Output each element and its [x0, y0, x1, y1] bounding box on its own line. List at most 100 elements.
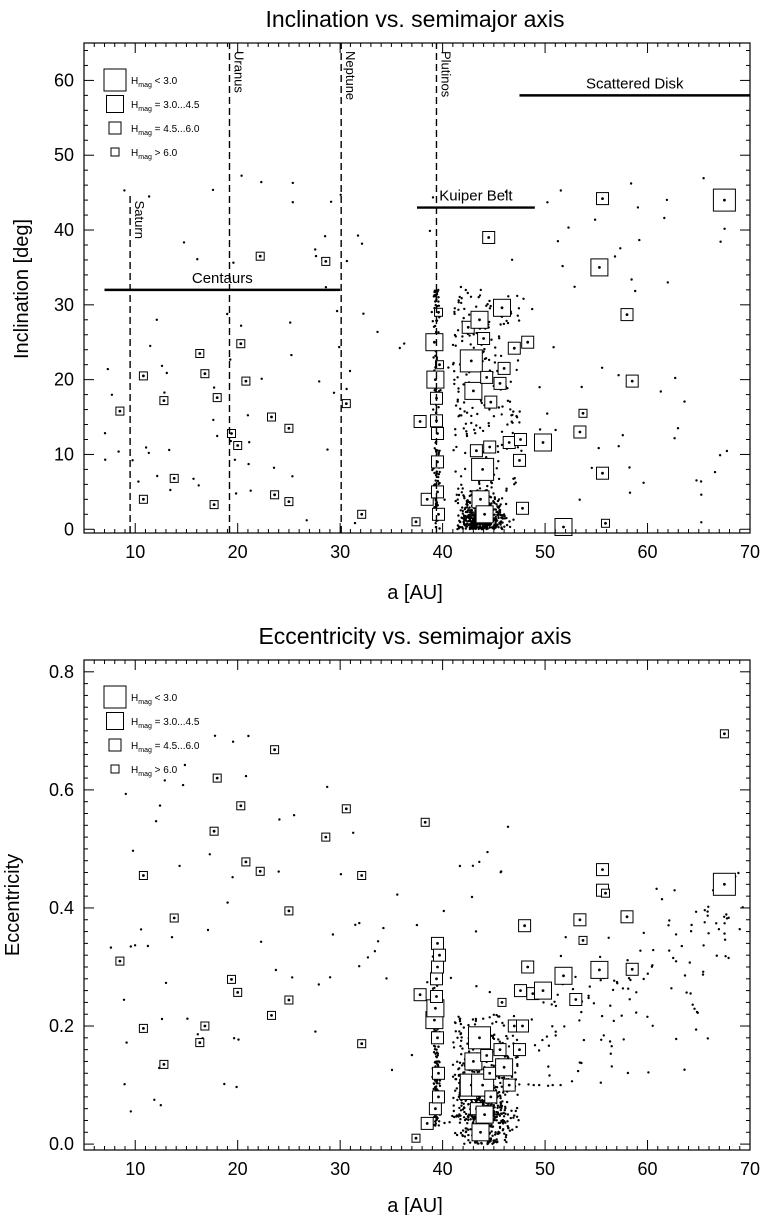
data-point: [694, 1028, 698, 1031]
data-point: [489, 1137, 493, 1140]
data-point: [646, 1015, 649, 1018]
object-dot: [287, 426, 291, 430]
data-point: [467, 1023, 470, 1027]
data-point: [291, 976, 294, 979]
data-point: [727, 956, 730, 960]
data-point: [503, 1109, 506, 1112]
data-point: [702, 944, 705, 947]
data-point: [291, 475, 294, 478]
data-point: [459, 1131, 463, 1135]
object-dot: [541, 441, 545, 444]
object-dot: [244, 379, 248, 383]
data-point: [442, 909, 445, 913]
data-point: [737, 871, 740, 875]
y-tick-label: 0.2: [49, 1016, 74, 1036]
data-point: [487, 358, 491, 362]
data-point: [494, 354, 497, 357]
data-point: [477, 296, 480, 299]
data-point: [673, 889, 676, 892]
object-dot: [531, 992, 535, 995]
data-point: [455, 445, 458, 449]
data-point: [515, 1106, 519, 1110]
object-dot: [481, 1083, 484, 1087]
data-point: [651, 1024, 654, 1028]
object-dot: [723, 198, 726, 202]
data-point: [516, 1063, 519, 1066]
legend-label: Hmag < 3.0: [131, 693, 178, 706]
data-point: [514, 481, 517, 484]
data-point: [723, 932, 726, 935]
data-point: [497, 406, 501, 409]
object-dot: [601, 471, 604, 475]
data-point: [491, 1022, 494, 1025]
data-point: [582, 1038, 586, 1042]
chart-title: Eccentricity vs. semimajor axis: [258, 623, 571, 649]
data-point: [459, 407, 462, 410]
data-point: [385, 977, 388, 980]
data-point: [473, 516, 476, 519]
data-point: [292, 814, 296, 817]
data-point: [462, 383, 465, 386]
data-point: [676, 427, 680, 430]
data-point: [259, 940, 263, 943]
data-point: [486, 850, 489, 854]
object-dot: [472, 389, 475, 393]
data-point: [626, 959, 629, 962]
data-point: [505, 523, 509, 527]
object-dot: [360, 874, 364, 877]
data-point: [667, 924, 670, 927]
data-point: [706, 914, 709, 917]
data-point: [154, 820, 158, 823]
data-point: [435, 1051, 439, 1054]
object-dot: [438, 363, 441, 367]
data-point: [463, 307, 466, 311]
axis-layer: 10 20 30 40 50 60 70 0 10 20 30 40 50 60: [54, 43, 760, 562]
data-point: [509, 408, 512, 411]
data-point: [144, 446, 148, 449]
object-dot: [478, 1036, 481, 1040]
data-point: [702, 177, 705, 180]
data-point: [497, 516, 500, 520]
data-point: [500, 1085, 503, 1088]
data-point: [537, 1049, 541, 1052]
data-point: [460, 1053, 463, 1056]
object-dot: [425, 497, 429, 501]
x-axis-label: a [AU]: [387, 582, 443, 604]
data-point: [515, 1115, 519, 1119]
data-point: [666, 281, 669, 284]
data-point: [533, 1044, 537, 1047]
data-point: [554, 1034, 557, 1037]
data-point: [454, 499, 457, 503]
object-dot: [604, 891, 607, 895]
data-point: [443, 1121, 446, 1125]
data-point: [513, 483, 516, 486]
data-point: [458, 1030, 461, 1033]
data-point: [462, 494, 465, 497]
data-point: [163, 391, 166, 394]
data-point: [723, 915, 726, 918]
legend-marker: [108, 121, 122, 135]
data-point: [513, 1114, 516, 1117]
data-point: [500, 1120, 503, 1123]
data-point: [477, 480, 481, 484]
data-point: [433, 447, 436, 450]
data-point: [486, 484, 489, 488]
data-point: [433, 471, 436, 475]
data-point: [314, 254, 318, 258]
data-point: [683, 1068, 686, 1071]
marker-layer: [109, 729, 744, 1146]
data-point: [723, 922, 726, 925]
data-point: [490, 1123, 493, 1127]
data-point: [503, 517, 506, 520]
data-point: [460, 483, 463, 486]
data-point: [499, 503, 502, 506]
data-point: [642, 931, 645, 935]
object-dot: [287, 909, 291, 913]
data-point: [433, 1123, 437, 1127]
data-point: [723, 938, 727, 941]
object-dot: [578, 918, 582, 922]
object-dot: [518, 1048, 521, 1051]
data-point: [470, 421, 473, 425]
x-tick-label: 30: [330, 1159, 350, 1179]
data-point: [462, 1102, 465, 1106]
